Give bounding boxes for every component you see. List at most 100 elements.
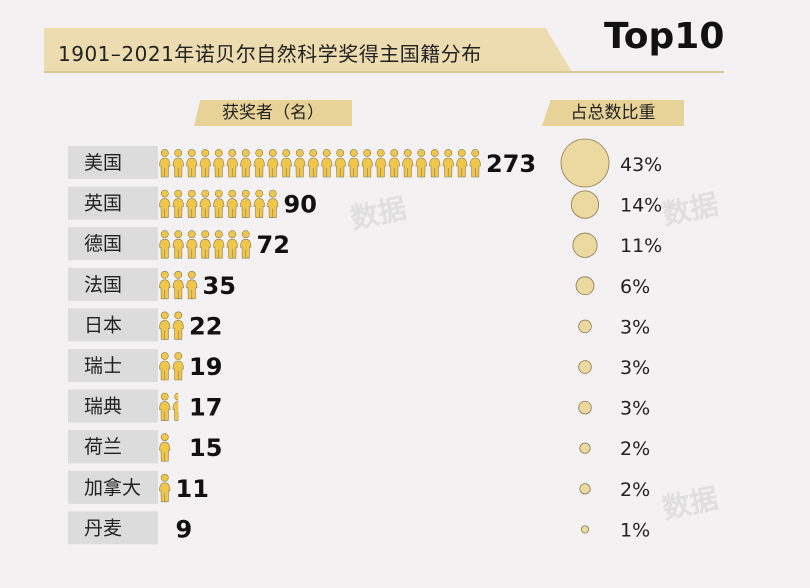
person-icon bbox=[240, 149, 252, 178]
share-bubble bbox=[578, 360, 592, 374]
share-bubble bbox=[572, 232, 598, 258]
count-label: 9 bbox=[176, 515, 193, 543]
count-label: 19 bbox=[189, 353, 222, 381]
person-icon bbox=[213, 149, 225, 178]
person-icon bbox=[267, 149, 279, 178]
row-band bbox=[68, 227, 158, 261]
share-bubble bbox=[579, 442, 591, 454]
share-label: 3% bbox=[620, 316, 650, 338]
person-icon bbox=[199, 230, 211, 259]
person-icon bbox=[186, 149, 198, 178]
person-icon bbox=[213, 230, 225, 259]
row-band bbox=[68, 267, 158, 301]
country-label: 丹麦 bbox=[84, 517, 122, 539]
person-icon bbox=[172, 352, 184, 381]
person-icon bbox=[226, 230, 238, 259]
person-icon bbox=[186, 189, 198, 218]
country-label: 德国 bbox=[84, 233, 122, 255]
row-band bbox=[68, 146, 158, 179]
person-icon bbox=[253, 149, 265, 178]
person-icon bbox=[159, 473, 171, 503]
person-icon bbox=[159, 392, 171, 421]
person-icon bbox=[159, 149, 171, 178]
person-icon bbox=[172, 189, 184, 218]
count-label: 11 bbox=[176, 475, 209, 503]
count-label: 273 bbox=[486, 150, 536, 178]
count-label: 72 bbox=[257, 231, 290, 259]
share-label: 6% bbox=[620, 276, 650, 298]
country-label: 瑞典 bbox=[84, 396, 122, 418]
person-icon bbox=[186, 230, 198, 259]
person-icon bbox=[307, 149, 319, 178]
person-icon bbox=[240, 230, 252, 259]
share-label: 1% bbox=[620, 519, 650, 541]
share-bubble bbox=[578, 400, 592, 415]
person-icon bbox=[334, 149, 346, 178]
person-icon bbox=[253, 189, 265, 218]
person-icon bbox=[226, 149, 238, 178]
share-label: 2% bbox=[620, 438, 650, 460]
share-column-header: 占总数比重 bbox=[542, 100, 684, 126]
country-label: 英国 bbox=[84, 193, 122, 215]
person-icon-partial bbox=[172, 392, 179, 421]
person-icon bbox=[240, 189, 252, 218]
person-icon bbox=[159, 352, 171, 381]
person-icon bbox=[469, 149, 481, 178]
person-icon bbox=[388, 149, 400, 178]
share-label: 11% bbox=[620, 235, 662, 257]
share-bubble bbox=[570, 190, 600, 219]
person-icon bbox=[429, 149, 441, 178]
count-label: 90 bbox=[284, 191, 317, 219]
row-band bbox=[68, 389, 158, 423]
chart-title: 1901–2021年诺贝尔自然科学奖得主国籍分布 bbox=[58, 42, 482, 66]
person-icon bbox=[159, 433, 171, 462]
title-band bbox=[44, 28, 572, 72]
count-label: 35 bbox=[203, 272, 236, 300]
share-label: 3% bbox=[620, 398, 650, 420]
person-icon bbox=[199, 149, 211, 178]
person-icon bbox=[280, 149, 292, 178]
person-icon bbox=[199, 189, 211, 218]
share-bubble bbox=[578, 319, 592, 334]
person-icon bbox=[348, 149, 360, 178]
person-icon bbox=[361, 149, 373, 178]
person-icon bbox=[172, 270, 184, 300]
share-bubble bbox=[575, 276, 595, 296]
person-icon bbox=[213, 189, 225, 218]
country-label: 瑞士 bbox=[84, 355, 122, 377]
person-icon bbox=[321, 149, 333, 178]
person-icon bbox=[186, 270, 198, 300]
country-label: 美国 bbox=[84, 152, 122, 174]
person-icon bbox=[375, 149, 387, 178]
count-label: 22 bbox=[189, 312, 222, 340]
person-icon-partial bbox=[160, 515, 171, 543]
row-band bbox=[68, 308, 158, 342]
share-label: 43% bbox=[620, 154, 662, 176]
person-icon bbox=[159, 189, 171, 218]
share-label: 3% bbox=[620, 357, 650, 379]
person-icon-partial bbox=[173, 434, 184, 462]
title-rule bbox=[44, 71, 724, 73]
person-icon bbox=[159, 230, 171, 259]
share-bubble bbox=[580, 525, 590, 534]
person-icon bbox=[294, 149, 306, 178]
person-icon bbox=[267, 189, 279, 218]
share-bubble bbox=[560, 138, 610, 188]
country-label: 加拿大 bbox=[84, 476, 141, 499]
row-band bbox=[68, 511, 158, 545]
person-icon bbox=[415, 149, 427, 178]
person-icon bbox=[159, 311, 171, 340]
row-band bbox=[68, 349, 158, 382]
person-icon bbox=[172, 230, 184, 259]
person-icon bbox=[456, 149, 468, 178]
row-band bbox=[68, 470, 158, 504]
count-label: 17 bbox=[189, 394, 222, 422]
person-icon bbox=[402, 149, 414, 178]
count-label: 15 bbox=[189, 434, 222, 462]
person-icon bbox=[159, 270, 171, 300]
person-icon bbox=[172, 311, 184, 340]
country-label: 法国 bbox=[84, 274, 122, 296]
person-icon bbox=[172, 149, 184, 178]
country-label: 荷兰 bbox=[84, 436, 122, 458]
